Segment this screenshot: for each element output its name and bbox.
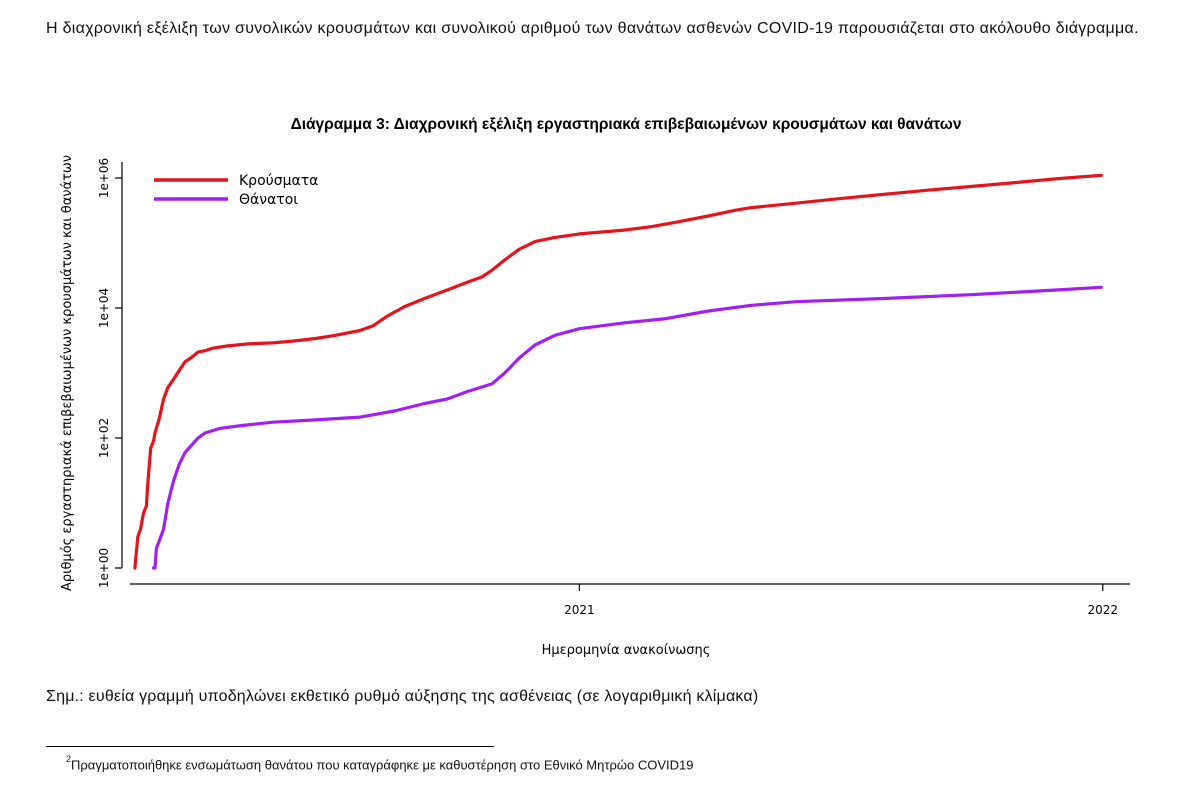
chart: Διάγραμμα 3: Διαχρονική εξέλιξη εργαστηρ… <box>60 116 1130 658</box>
y-tick-label: 1e+04 <box>97 288 111 328</box>
chart-title: Διάγραμμα 3: Διαχρονική εξέλιξη εργαστηρ… <box>291 116 962 133</box>
series-line-deaths <box>151 285 1103 570</box>
footnote-marker: 2 <box>66 754 72 764</box>
legend-label-cases: Κρούσματα <box>239 173 318 189</box>
series-lines <box>133 173 1103 570</box>
footnote-divider <box>46 746 494 747</box>
y-tick-label: 1e+06 <box>97 158 111 198</box>
footnote: 2Πραγματοποιήθηκε ενσωμάτωση θανάτου που… <box>66 754 694 773</box>
footnote-text: Πραγματοποιήθηκε ενσωμάτωση θανάτου που … <box>71 757 694 773</box>
x-axis-ticks: 2021 2022 <box>564 584 1118 617</box>
x-tick-label: 2022 <box>1087 603 1118 617</box>
series-line-cases <box>133 173 1103 570</box>
y-axis-ticks: 1e+00 1e+02 1e+04 1e+06 <box>97 158 122 588</box>
x-axis-label: Ημερομηνία ανακοίνωσης <box>542 643 711 658</box>
y-axis-label: Αριθμός εργαστηριακά επιβεβαιωμένων κρου… <box>60 155 75 591</box>
intro-paragraph: Η διαχρονική εξέλιξη των συνολικών κρουσ… <box>46 20 1139 37</box>
x-tick-label: 2021 <box>564 603 595 617</box>
chart-note: Σημ.: ευθεία γραμμή υποδηλώνει εκθετικό … <box>46 688 759 705</box>
legend-label-deaths: Θάνατοι <box>239 192 298 208</box>
legend: Κρούσματα Θάνατοι <box>154 173 318 208</box>
y-tick-label: 1e+02 <box>97 418 111 458</box>
axes <box>121 162 1130 585</box>
y-tick-label: 1e+00 <box>97 548 111 588</box>
